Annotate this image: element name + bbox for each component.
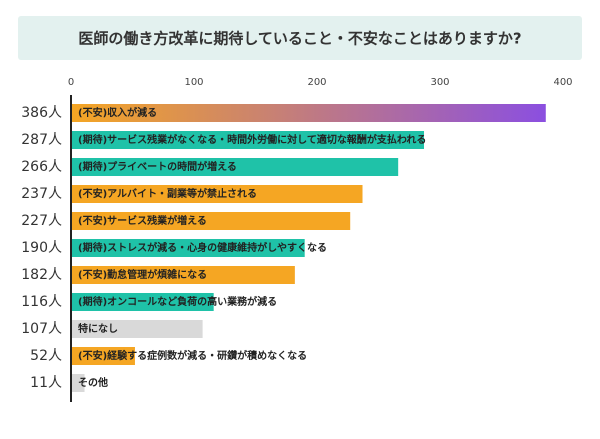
category-label: (不安)勤怠管理が煩雑になる bbox=[78, 268, 207, 281]
category-label: 特になし bbox=[78, 322, 118, 335]
value-label: 52人 bbox=[30, 348, 62, 364]
category-label: (期待)オンコールなど負荷の高い業務が減る bbox=[78, 295, 277, 308]
category-label: (不安)経験する症例数が減る・研鑽が積めなくなる bbox=[78, 349, 307, 362]
bar bbox=[71, 104, 546, 122]
x-tick-label: 100 bbox=[184, 77, 203, 88]
bar bbox=[71, 239, 305, 257]
category-label: その他 bbox=[78, 376, 108, 389]
bar bbox=[71, 212, 351, 230]
value-label: 11人 bbox=[30, 375, 62, 391]
x-tick-label: 0 bbox=[68, 77, 74, 88]
bar bbox=[71, 347, 135, 365]
value-label: 116人 bbox=[21, 294, 62, 310]
category-label: (期待)プライベートの時間が増える bbox=[78, 160, 237, 173]
category-label: (不安)収入が減る bbox=[78, 106, 157, 119]
title-box bbox=[18, 16, 582, 60]
category-label: (不安)アルバイト・副業等が禁止される bbox=[78, 187, 257, 200]
category-label: (期待)ストレスが減る・心身の健康維持がしやすくなる bbox=[78, 241, 327, 254]
value-label: 287人 bbox=[21, 132, 62, 148]
bar bbox=[71, 185, 363, 203]
x-tick-label: 300 bbox=[430, 77, 449, 88]
chart-title: 医師の働き方改革に期待していること・不安なことはありますか? bbox=[78, 30, 521, 48]
category-label: (期待)サービス残業がなくなる・時間外労働に対して適切な報酬が支払われる bbox=[78, 133, 426, 146]
x-tick-label: 400 bbox=[553, 77, 572, 88]
bar bbox=[71, 320, 203, 338]
bar bbox=[71, 131, 425, 149]
value-label: 386人 bbox=[21, 105, 62, 121]
value-label: 227人 bbox=[21, 213, 62, 229]
bar bbox=[71, 293, 214, 311]
bar bbox=[71, 266, 295, 284]
value-label: 266人 bbox=[21, 159, 62, 175]
bar bbox=[71, 374, 85, 392]
value-label: 237人 bbox=[21, 186, 62, 202]
x-tick-label: 200 bbox=[307, 77, 326, 88]
value-label: 107人 bbox=[21, 321, 62, 337]
value-label: 190人 bbox=[21, 240, 62, 256]
bar bbox=[71, 158, 399, 176]
value-label: 182人 bbox=[21, 267, 62, 283]
category-label: (不安)サービス残業が増える bbox=[78, 214, 207, 227]
